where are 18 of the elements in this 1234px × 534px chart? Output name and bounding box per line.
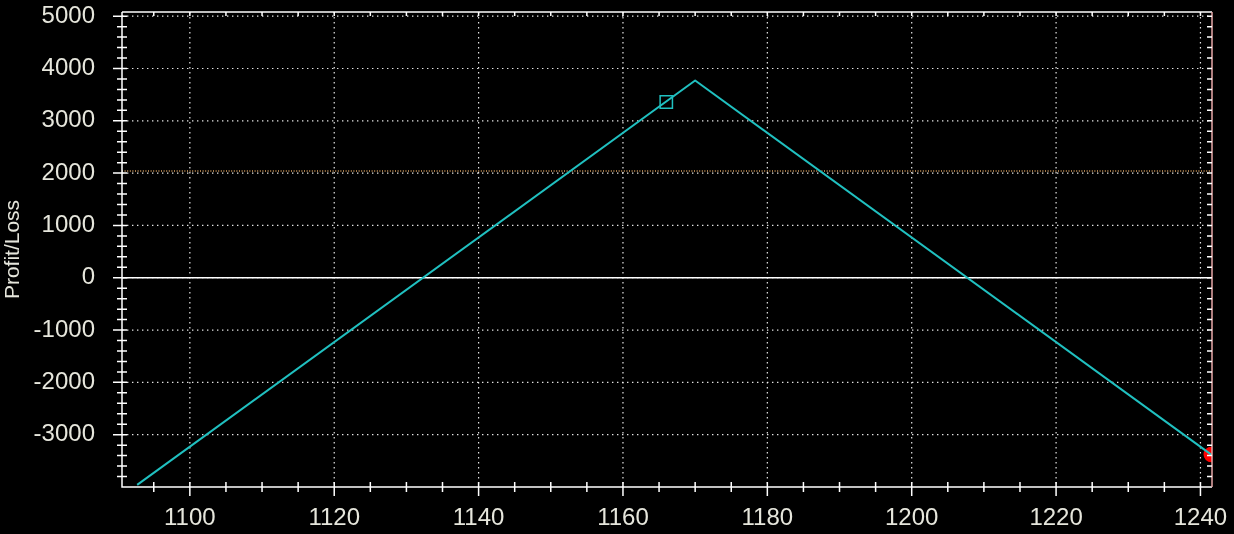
y-tick-label: 3000	[41, 105, 95, 133]
x-tick-label: 1120	[308, 503, 361, 531]
x-tick-label: 1180	[741, 503, 794, 531]
x-tick-label: 1220	[1029, 503, 1083, 531]
y-tick-label: 4000	[41, 53, 95, 81]
y-tick-label: -2000	[33, 367, 95, 394]
x-tick-label: 1160	[597, 503, 649, 531]
y-axis-title: Profit/Loss	[0, 199, 24, 300]
y-tick-label: 1000	[41, 210, 95, 238]
y-tick-label: 0	[81, 262, 95, 290]
x-tick-label: 1140	[452, 503, 505, 531]
y-tick-label: 5000	[41, 0, 95, 28]
x-tick-label: 1100	[164, 503, 216, 531]
x-tick-label: 1240	[1173, 503, 1228, 531]
y-tick-label: 2000	[41, 157, 95, 185]
y-tick-label: -1000	[33, 314, 95, 342]
y-tick-label: -3000	[33, 419, 95, 447]
x-tick-label: 1200	[885, 503, 939, 531]
